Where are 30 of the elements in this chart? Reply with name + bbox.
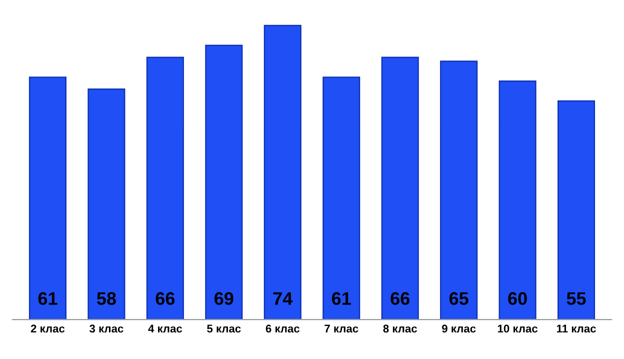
data-label: 66 [390, 292, 410, 305]
x-tick-label: 4 клас [148, 324, 182, 333]
data-label: 65 [449, 292, 468, 305]
bar [28, 76, 66, 320]
x-tick-label: 5 клас [207, 324, 241, 333]
data-label: 58 [96, 292, 116, 305]
bar [381, 56, 419, 320]
bar [558, 100, 596, 320]
bar [88, 88, 126, 320]
x-tick-label: 7 клас [324, 324, 358, 333]
data-label: 61 [38, 292, 58, 305]
data-label: 55 [566, 292, 586, 305]
x-tick-label: 11 клас [557, 324, 596, 333]
bar [498, 80, 536, 320]
bar [440, 60, 478, 320]
x-tick-label: 3 клас [90, 324, 124, 333]
data-label: 69 [214, 292, 234, 305]
data-label: 74 [273, 292, 293, 305]
x-tick-label: 8 клас [383, 324, 417, 333]
x-tick-label: 2 клас [30, 324, 65, 333]
x-tick-label: 9 клас [442, 324, 476, 333]
x-tick-label: 6 клас [266, 324, 300, 333]
bar [205, 44, 243, 320]
data-label: 60 [508, 292, 527, 305]
data-label: 66 [156, 292, 175, 305]
bar [264, 24, 302, 320]
bar [322, 76, 360, 320]
data-label: 61 [332, 292, 351, 305]
x-tick-label: 10 клас [498, 324, 538, 333]
bar [146, 56, 184, 320]
